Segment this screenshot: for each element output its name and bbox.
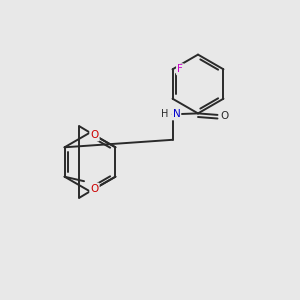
Text: O: O — [90, 130, 99, 140]
Text: O: O — [220, 111, 228, 122]
Text: H: H — [160, 109, 168, 119]
Text: N: N — [172, 109, 180, 119]
Text: O: O — [90, 184, 99, 194]
Text: F: F — [177, 64, 183, 74]
